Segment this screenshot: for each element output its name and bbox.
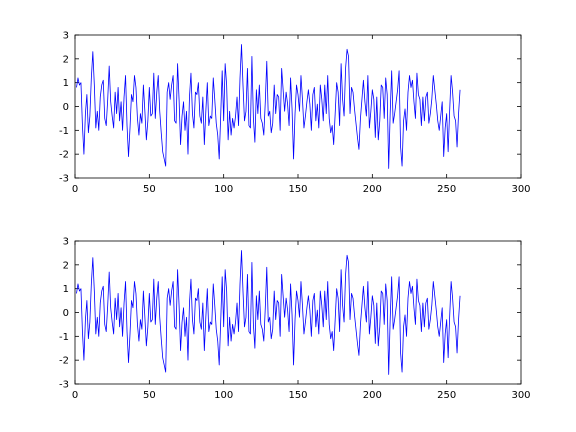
bottom-plot: 0 50 100 150 200 250 300 -3 -2 -1 0 1 2 3 (59, 237, 531, 402)
y-tick-label: -1 (59, 332, 69, 343)
series-line (76, 250, 461, 375)
series-line (76, 44, 461, 169)
x-tick-label: 200 (363, 184, 382, 195)
y-tick-label: 1 (63, 284, 69, 295)
x-tick-label: 250 (437, 184, 456, 195)
x-tick-label: 250 (437, 390, 456, 401)
x-tick-label: 150 (288, 390, 307, 401)
y-tick-label: 0 (63, 102, 69, 113)
y-tick-label: -2 (59, 356, 69, 367)
y-tick-label: 2 (63, 54, 69, 65)
x-tick-label: 0 (72, 390, 78, 401)
x-tick-label: 200 (363, 390, 382, 401)
y-tick-label: -2 (59, 150, 69, 161)
x-tick-label: 150 (288, 184, 307, 195)
x-tick-label: 50 (143, 184, 156, 195)
y-tick-label: -3 (59, 380, 69, 391)
x-tick-label: 100 (214, 184, 233, 195)
x-tick-label: 50 (143, 390, 156, 401)
x-tick-label: 100 (214, 390, 233, 401)
x-tick-label: 300 (511, 390, 530, 401)
y-tick-label: 3 (63, 237, 69, 248)
y-tick-label: -1 (59, 126, 69, 137)
y-tick-label: 3 (63, 31, 69, 42)
y-tick-label: 0 (63, 308, 69, 319)
y-tick-label: -3 (59, 174, 69, 185)
x-tick-label: 300 (511, 184, 530, 195)
y-tick-label: 1 (63, 78, 69, 89)
x-tick-label: 0 (72, 184, 78, 195)
y-tick-label: 2 (63, 260, 69, 271)
top-plot: 0 50 100 150 200 250 300 -3 -2 -1 0 1 2 3 (59, 31, 531, 196)
